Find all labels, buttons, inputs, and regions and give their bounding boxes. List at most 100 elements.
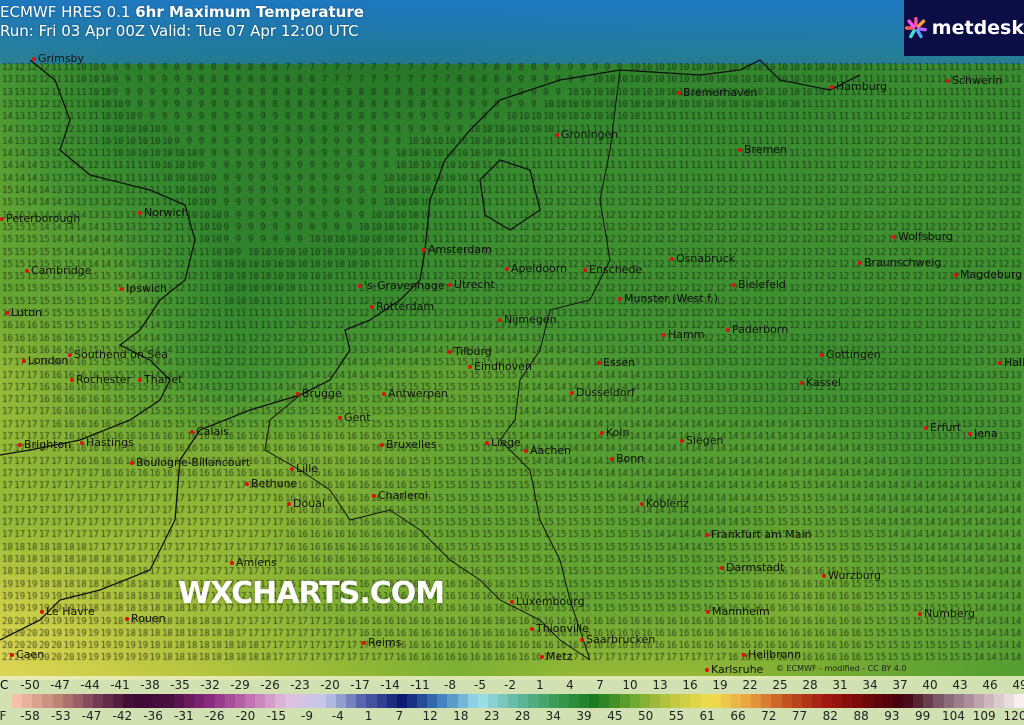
city-marker [468, 365, 472, 369]
legend-fahrenheit-tick: 50 [637, 709, 654, 723]
legend-swatch [315, 694, 326, 708]
city-name: Paderborn [732, 323, 789, 336]
city-name: Rotterdam [376, 300, 435, 313]
city-name: Peterborough [6, 212, 81, 225]
city-label: Charleroi [372, 489, 428, 502]
city-label: Koblenz [640, 497, 689, 510]
city-name: Thanet [144, 373, 183, 386]
city-name: Hamm [668, 328, 705, 341]
legend-swatch [761, 694, 772, 708]
legend-fahrenheit-tick: 45 [607, 709, 623, 723]
legend-swatch [811, 694, 822, 708]
city-name: Numberg [924, 607, 975, 620]
legend-fahrenheit-tick: -58 [20, 709, 40, 723]
legend-swatch [882, 694, 893, 708]
legend-swatch [163, 694, 174, 708]
city-label: Munster (West f.) [618, 292, 718, 305]
city-marker [742, 653, 746, 657]
city-name: Eindhoven [474, 360, 532, 373]
city-name: Amsterdam [428, 243, 492, 256]
city-marker [362, 641, 366, 645]
city-marker [640, 502, 644, 506]
city-label: Calais [190, 425, 229, 438]
city-marker [338, 416, 342, 420]
city-marker [505, 267, 509, 271]
legend-swatch [194, 694, 205, 708]
city-marker [230, 561, 234, 565]
city-marker [372, 494, 376, 498]
legend-swatch [609, 694, 620, 708]
city-marker [485, 441, 489, 445]
city-name: Erfurt [930, 421, 962, 434]
legend-swatch [295, 694, 306, 708]
city-marker [800, 381, 804, 385]
legend-fahrenheit-tick: 104 [941, 709, 965, 723]
city-label: Erfurt [924, 421, 962, 434]
city-label: London [22, 354, 68, 367]
city-label: Douai [287, 497, 325, 510]
celsius-labels: -50 -47 -44 -41 -38 -35 -32 -29 -26 -23 -20 -17 -14-… [0, 678, 1024, 693]
city-label: Nijmegen [498, 313, 557, 326]
city-name: Amiens [236, 556, 277, 569]
border-nl-de [499, 69, 621, 441]
legend-swatch [872, 694, 883, 708]
legend-swatch [599, 694, 610, 708]
city-marker [924, 426, 928, 430]
city-marker [358, 284, 362, 288]
legend-swatch [822, 694, 833, 708]
legend-swatch [832, 694, 843, 708]
city-marker [290, 467, 294, 471]
city-marker [597, 361, 601, 365]
legend-swatch [224, 694, 235, 708]
legend-swatch [589, 694, 600, 708]
city-marker [498, 318, 502, 322]
city-label: Peterborough [0, 212, 81, 225]
legend-swatch [467, 694, 478, 708]
city-marker [738, 148, 742, 152]
legend-fahrenheit-tick: -47 [81, 709, 102, 723]
legend-fahrenheit-tick: 12 [422, 709, 438, 723]
city-name: Tilburg [454, 345, 492, 358]
city-label: Luxembourg [510, 595, 585, 608]
city-marker [448, 283, 452, 287]
city-marker [540, 655, 544, 659]
legend-fahrenheit-tick: -31 [174, 709, 194, 723]
city-name: Reims [368, 636, 402, 649]
city-marker [705, 668, 709, 672]
legend-fahrenheit-tick: 82 [822, 709, 838, 723]
legend-swatch [356, 694, 367, 708]
city-name: Rouen [131, 612, 166, 625]
legend-swatch [903, 694, 914, 708]
city-label: Hamm [662, 328, 705, 341]
legend-swatch [680, 694, 691, 708]
city-marker [382, 392, 386, 396]
legend-celsius-tick: -50 [20, 678, 40, 692]
legend-fahrenheit-tick: 55 [668, 709, 685, 723]
legend-swatch [285, 694, 296, 708]
city-name: Utrecht [454, 278, 495, 291]
city-label: Bremen [738, 143, 787, 156]
city-name: Bonn [616, 452, 645, 465]
legend-celsius-tick: 37 [892, 678, 908, 692]
legend-fahrenheit-tick: -20 [235, 709, 256, 723]
city-marker [706, 610, 710, 614]
legend-swatch [366, 694, 377, 708]
legend-fahrenheit-tick: 93 [884, 709, 900, 723]
city-name: Karlsruhe [711, 663, 764, 676]
city-label: Bielefeld [732, 278, 786, 291]
city-name: Jena [974, 427, 998, 440]
city-marker [918, 612, 922, 616]
legend-celsius-tick: -20 [320, 678, 340, 692]
legend-fahrenheit-tick: 1 [364, 709, 373, 723]
city-marker [583, 268, 587, 272]
city-label: Le Havre [40, 605, 95, 618]
city-name: Liege [491, 436, 521, 449]
run-valid-time: Run: Fri 03 Apr 00Z Valid: Tue 07 Apr 12… [0, 22, 359, 40]
city-name: Heilbronn [748, 648, 802, 661]
legend-swatch [984, 694, 995, 708]
city-label: Brugge [296, 387, 342, 400]
legend-celsius-tick: 34 [862, 678, 878, 692]
legend-swatch [32, 694, 43, 708]
city-label: Darmstadt [720, 561, 784, 574]
legend-swatch [427, 694, 438, 708]
